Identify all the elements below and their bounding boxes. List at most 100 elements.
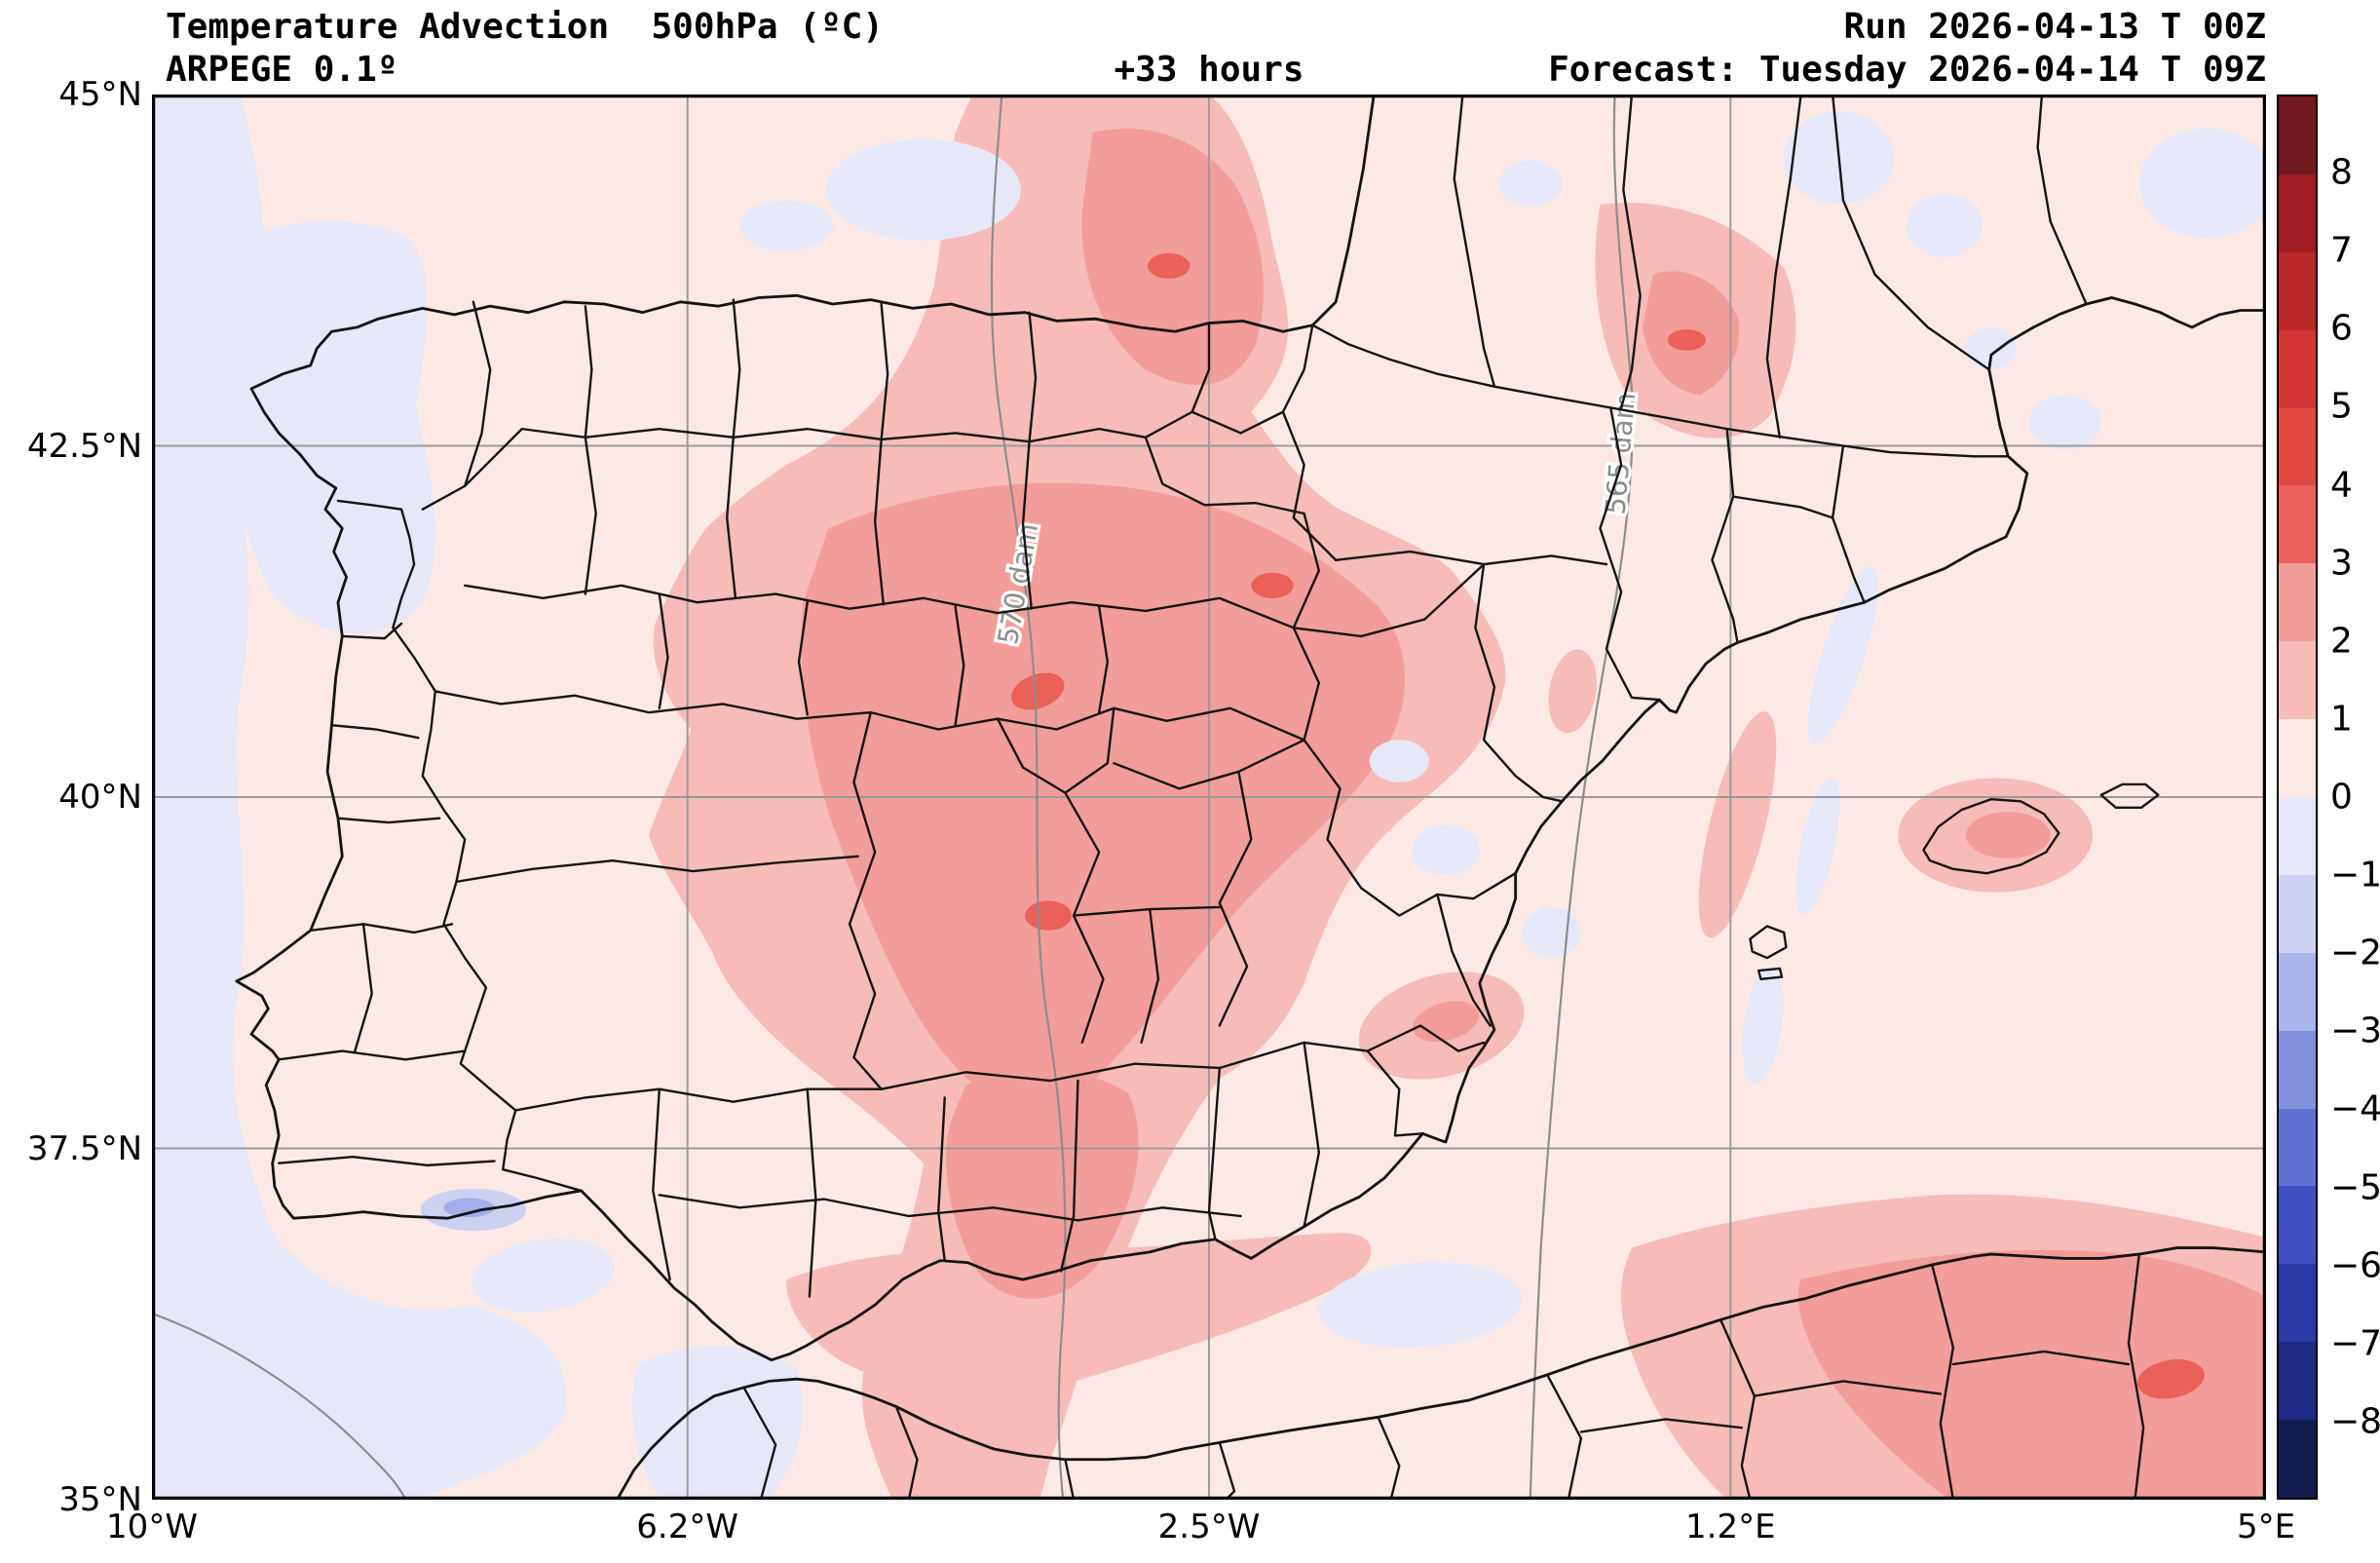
boundary-segment bbox=[954, 605, 965, 727]
colorbar-segment bbox=[2279, 719, 2316, 798]
colorbar-tick-label: 6 bbox=[2330, 308, 2353, 349]
boundary-segment bbox=[1731, 495, 1834, 519]
colorbar bbox=[2277, 95, 2318, 1500]
lead-time-label: +33 hours bbox=[1114, 50, 1304, 90]
boundary-segment bbox=[1831, 95, 1990, 371]
boundary-segment bbox=[937, 1096, 946, 1262]
colorbar-tick-label: 3 bbox=[2330, 543, 2353, 584]
cold-patch-valencia bbox=[1412, 824, 1480, 876]
warm-core-mallorca bbox=[1965, 812, 2051, 858]
colorbar-segment bbox=[2279, 407, 2316, 486]
cold-patch-teruel bbox=[1369, 740, 1429, 782]
x-tick-label: 6.2°W bbox=[636, 1507, 739, 1546]
warm-patch-castellon bbox=[1548, 649, 1597, 734]
cold-patch-ne-2 bbox=[1907, 194, 1983, 258]
colorbar-tick-label: 8 bbox=[2330, 152, 2353, 193]
boundary-segment bbox=[1366, 1024, 1486, 1052]
colorbar-tick-label: −8 bbox=[2330, 1401, 2380, 1442]
geopotential-contour-570 bbox=[990, 95, 1067, 1500]
coastline-iberia-france bbox=[235, 95, 2266, 1362]
y-tick-label: 42.5°N bbox=[26, 426, 142, 466]
cold-patch-morocco bbox=[632, 1345, 803, 1500]
boundary-segment bbox=[1719, 1318, 1757, 1500]
boundary-segment bbox=[894, 1405, 919, 1500]
boundary-segment bbox=[1292, 562, 1486, 638]
warm-core-south bbox=[946, 1070, 1139, 1299]
cold-patch-top-center bbox=[1498, 160, 1563, 208]
colorbar-tick-label: −4 bbox=[2330, 1088, 2380, 1129]
warm-region-south-coast bbox=[786, 1233, 1372, 1395]
boundary-segment bbox=[1474, 562, 1564, 803]
colorbar-tick-label: −7 bbox=[2330, 1323, 2380, 1364]
colorbar-segment bbox=[2279, 173, 2316, 252]
colorbar-segment bbox=[2279, 641, 2316, 720]
boundary-segment bbox=[742, 1386, 777, 1500]
y-tick-label: 40°N bbox=[58, 778, 142, 817]
page-title: Temperature Advection 500hPa (ºC) bbox=[166, 7, 884, 47]
boundary-segment bbox=[278, 1049, 467, 1061]
boundary-segment bbox=[1144, 436, 1305, 515]
boundary-segment bbox=[848, 710, 883, 1090]
boundary-segment bbox=[2127, 1252, 2145, 1500]
boundary-segment bbox=[1144, 322, 1211, 439]
colorbar-segment bbox=[2279, 1342, 2316, 1421]
cold-core-faro bbox=[443, 1198, 495, 1218]
cold-patch-ne-4 bbox=[2028, 395, 2101, 450]
boundary-segment bbox=[1140, 907, 1160, 1045]
x-tick-label: 5°E bbox=[2236, 1507, 2296, 1546]
colorbar-segment bbox=[2279, 1264, 2316, 1343]
boundary-segment bbox=[652, 1087, 671, 1281]
boundary-segment bbox=[1064, 1458, 1076, 1500]
y-tick-label: 35°N bbox=[58, 1480, 142, 1519]
admin-boundaries-africa bbox=[742, 1252, 2145, 1500]
boundary-segment bbox=[1579, 1418, 1744, 1433]
boundary-segment bbox=[726, 436, 737, 600]
boundary-segment bbox=[278, 1155, 496, 1167]
colorbar-segment bbox=[2279, 563, 2316, 642]
colorbar-segment bbox=[2279, 1108, 2316, 1187]
coastline-africa bbox=[615, 1246, 2266, 1500]
forecast-label: Forecast: Tuesday 2026-04-14 T 09Z bbox=[1548, 50, 2266, 90]
boundary-segment bbox=[584, 436, 597, 595]
cold-patch-ne-3 bbox=[2138, 128, 2266, 239]
province-boundaries-portugal bbox=[278, 622, 496, 1167]
colorbar-segment bbox=[2279, 251, 2316, 330]
colorbar-tick-label: −1 bbox=[2330, 855, 2380, 896]
boundary-segment bbox=[1207, 1066, 1222, 1241]
boundary-segment bbox=[514, 1087, 883, 1112]
warm-advection-3-4 bbox=[1011, 252, 2205, 1399]
island-ibiza bbox=[1749, 925, 1788, 960]
boundary-segment bbox=[1753, 1380, 1943, 1397]
colorbar-segment bbox=[2279, 1186, 2316, 1265]
run-label: Run 2026-04-13 T 00Z bbox=[1843, 7, 2266, 47]
colorbar-tick-label: 1 bbox=[2330, 699, 2353, 740]
boundary-segment bbox=[1281, 410, 1338, 561]
boundary-segment bbox=[1546, 1373, 1583, 1500]
warm-spot-north bbox=[1148, 252, 1190, 279]
boundary-segment bbox=[309, 923, 454, 934]
y-tick-label: 37.5°N bbox=[26, 1128, 142, 1168]
boundary-segment bbox=[1113, 739, 1305, 790]
boundary-segment bbox=[658, 1194, 1242, 1222]
boundary-segment bbox=[1218, 770, 1253, 1027]
colorbar-segment bbox=[2279, 96, 2316, 174]
boundary-segment bbox=[1599, 406, 1661, 702]
boundary-segment bbox=[354, 923, 373, 1052]
cold-region-galicia bbox=[232, 220, 436, 634]
boundary-segment bbox=[434, 690, 1305, 742]
map-svg: 570 dam 565 dam bbox=[152, 95, 2266, 1500]
cold-patch-ne-5 bbox=[1965, 326, 2017, 370]
colorbar-tick-label: −5 bbox=[2330, 1167, 2380, 1208]
boundaries bbox=[235, 95, 2266, 1500]
boundary-segment bbox=[330, 723, 420, 740]
colorbar-tick-label: 7 bbox=[2330, 230, 2353, 271]
colorbar-tick-label: −6 bbox=[2330, 1245, 2380, 1286]
warm-spot-pyrenees bbox=[1667, 329, 1706, 351]
boundary-segment bbox=[1097, 605, 1110, 714]
boundary-segment bbox=[1831, 444, 1866, 604]
boundary-segment bbox=[421, 300, 492, 511]
boundary-segment bbox=[1951, 1350, 2131, 1366]
warm-streak-valencia bbox=[1698, 711, 1777, 938]
boundary-segment bbox=[2036, 95, 2088, 306]
colorbar-segment bbox=[2279, 1420, 2316, 1499]
